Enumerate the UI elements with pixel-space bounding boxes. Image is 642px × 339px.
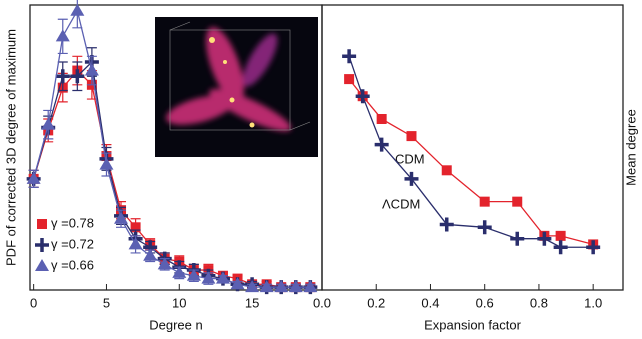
data-point <box>344 74 355 85</box>
data-point <box>41 117 56 130</box>
series-annotation: ΛCDM <box>382 196 420 211</box>
data-point <box>157 257 172 270</box>
data-point <box>555 230 566 241</box>
data-point <box>55 29 70 42</box>
data-point <box>303 280 318 293</box>
data-point <box>479 196 490 207</box>
data-point <box>143 248 158 261</box>
x-axis-label: Degree n <box>149 317 202 332</box>
data-point <box>215 271 230 284</box>
data-point <box>586 240 601 255</box>
data-point <box>342 49 357 64</box>
data-point <box>128 237 143 250</box>
data-point <box>55 69 70 84</box>
x-tick-label: 15 <box>245 295 259 310</box>
data-point <box>99 157 114 170</box>
data-point <box>355 89 370 104</box>
x-tick-label: 10 <box>172 295 186 310</box>
data-point <box>114 211 129 224</box>
y-axis-label: Mean degree <box>623 109 638 186</box>
x-tick-label: 0.0 <box>313 295 331 310</box>
x-tick-label: 0.4 <box>421 295 439 310</box>
x-tick-label: 5 <box>103 295 110 310</box>
x-axis-label: Expansion factor <box>424 317 522 332</box>
inset-image <box>155 17 318 157</box>
data-point <box>186 268 201 281</box>
legend-label: γ =0.66 <box>51 257 94 272</box>
data-point <box>84 63 99 76</box>
data-point <box>374 137 389 152</box>
data-point <box>512 196 523 207</box>
data-point <box>477 220 492 235</box>
data-point <box>130 222 141 233</box>
data-point <box>245 280 260 293</box>
x-tick-label: 0 <box>30 295 37 310</box>
data-point <box>553 240 568 255</box>
legend-label: γ =0.72 <box>51 236 94 251</box>
data-point <box>172 265 187 278</box>
data-point <box>274 280 289 293</box>
data-point <box>441 165 452 176</box>
y-axis-label: PDF of corrected 3D degree of maximum <box>3 29 18 266</box>
data-point <box>288 280 303 293</box>
data-point <box>404 171 419 186</box>
data-point <box>70 3 85 16</box>
data-point <box>537 231 552 246</box>
data-point <box>259 280 274 293</box>
data-point <box>201 271 216 284</box>
data-point <box>439 217 454 232</box>
series-line <box>348 78 594 246</box>
data-point <box>26 171 41 184</box>
series-line <box>348 56 594 248</box>
x-tick-label: 1.0 <box>584 295 602 310</box>
legend-marker <box>37 219 47 229</box>
x-tick-label: 0.8 <box>530 295 548 310</box>
data-point <box>230 277 245 290</box>
data-point <box>406 131 417 142</box>
data-point <box>70 69 85 84</box>
plot-frame <box>321 4 624 291</box>
legend-label: γ =0.78 <box>51 215 94 230</box>
data-point <box>376 114 387 124</box>
x-tick-label: 0.6 <box>476 295 494 310</box>
data-point <box>510 231 525 246</box>
x-tick-label: 0.2 <box>367 295 385 310</box>
legend-marker <box>35 259 49 271</box>
series-annotation: CDM <box>395 151 425 166</box>
legend-marker <box>35 238 49 252</box>
